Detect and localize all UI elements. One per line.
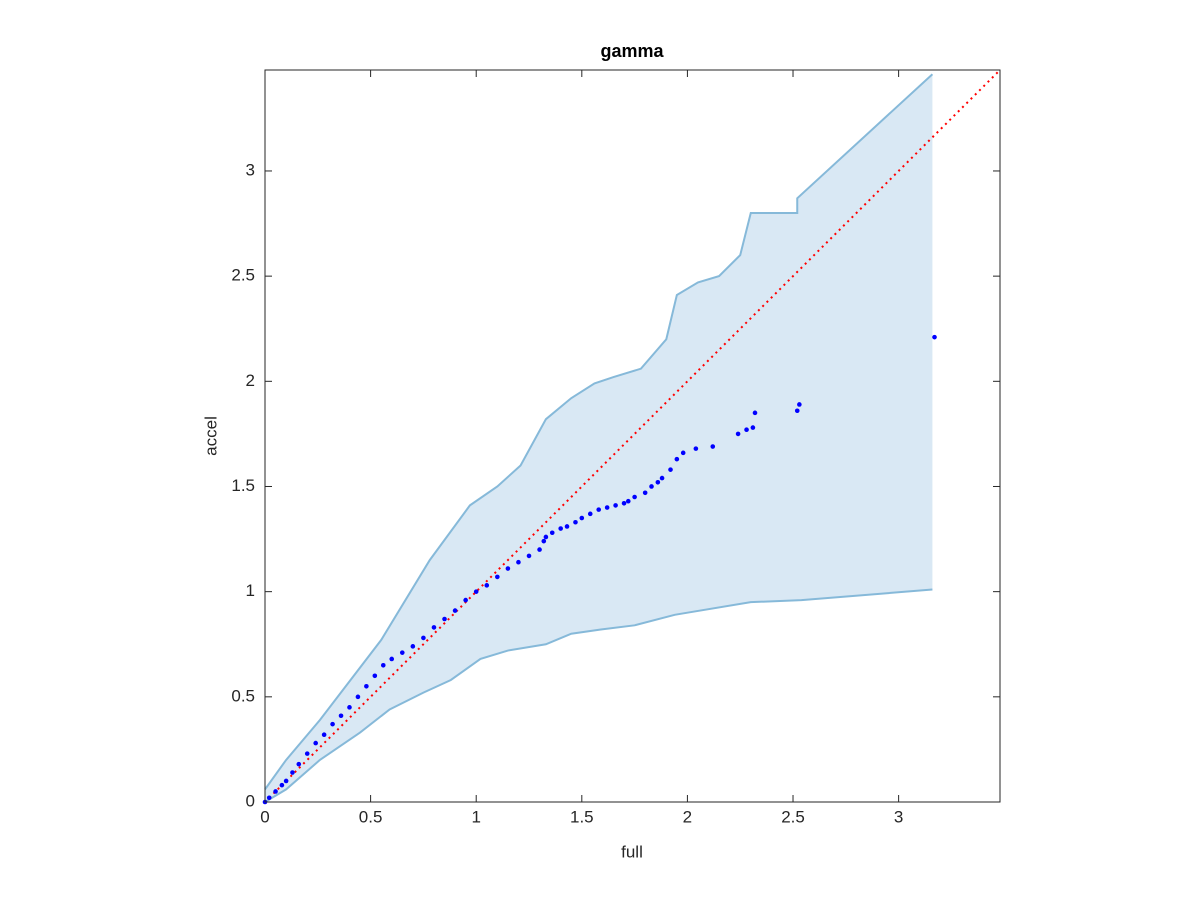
data-point — [431, 625, 437, 630]
data-point — [632, 494, 637, 500]
data-point — [463, 597, 468, 603]
axes-box — [264, 69, 1001, 803]
data-point — [321, 732, 327, 737]
data-point — [558, 526, 563, 531]
x-tick-label: 0.5 — [359, 807, 383, 826]
data-point — [330, 721, 335, 727]
data-point — [537, 547, 542, 552]
data-point — [304, 751, 310, 756]
data-point — [526, 553, 532, 559]
confidence-band — [265, 74, 933, 802]
x-tick-label: 2.5 — [781, 807, 805, 826]
y-tick-label: 0.5 — [231, 686, 255, 705]
y-tick-label: 3 — [246, 160, 255, 179]
data-point — [279, 782, 285, 788]
data-point — [495, 574, 500, 580]
data-point — [674, 456, 680, 462]
y-tick-label: 1.5 — [231, 476, 255, 495]
y-tick-label: 2.5 — [231, 266, 255, 285]
data-point — [421, 635, 426, 641]
data-point — [505, 566, 511, 571]
data-point — [735, 431, 741, 437]
data-point — [549, 530, 555, 536]
band-edge — [264, 73, 934, 790]
data-point — [655, 479, 661, 485]
data-point — [579, 515, 585, 521]
y-axis-label: accel — [201, 416, 220, 456]
data-point — [642, 490, 648, 496]
data-point — [347, 705, 352, 710]
data-point — [380, 662, 386, 668]
data-point — [573, 519, 578, 525]
data-point — [516, 559, 521, 565]
data-point — [389, 656, 395, 662]
data-point — [693, 446, 699, 451]
data-point — [596, 507, 602, 512]
x-tick-label: 1.5 — [570, 807, 594, 826]
data-point — [649, 484, 654, 489]
x-tick-label: 0 — [260, 807, 269, 826]
data-point — [543, 534, 549, 540]
y-tick-label: 2 — [246, 371, 255, 390]
data-point — [442, 616, 447, 622]
data-point — [266, 795, 272, 801]
data-point — [744, 427, 749, 432]
x-axis-label: full — [621, 842, 643, 861]
data-point — [484, 583, 490, 588]
data-point — [621, 501, 627, 506]
data-point — [338, 713, 344, 719]
data-point — [355, 694, 361, 700]
data-point — [668, 467, 673, 472]
data-point — [680, 450, 686, 456]
data-point — [364, 684, 369, 689]
data-point — [273, 789, 278, 794]
data-point — [750, 425, 756, 430]
data-point — [399, 650, 405, 655]
data-point — [797, 402, 802, 407]
data-point — [452, 608, 458, 613]
reference-line — [264, 69, 1001, 803]
data-point — [625, 498, 631, 504]
band-edge — [264, 588, 933, 803]
data-point — [541, 538, 547, 544]
data-point — [587, 511, 593, 517]
data-point — [710, 444, 716, 449]
data-point — [659, 475, 665, 481]
data-point — [613, 503, 618, 508]
data-point — [932, 334, 937, 340]
data-point — [794, 408, 800, 414]
data-point — [290, 770, 295, 775]
data-point — [752, 410, 758, 416]
chart-title: gamma — [600, 41, 664, 61]
x-tick-label: 2 — [683, 807, 692, 826]
data-point — [283, 778, 289, 784]
data-point — [604, 505, 610, 510]
data-point — [296, 761, 302, 767]
data-point — [372, 673, 378, 679]
x-tick-label: 3 — [894, 807, 903, 826]
data-point — [313, 740, 318, 746]
y-tick-label: 1 — [246, 581, 255, 600]
data-point — [410, 644, 416, 649]
x-tick-label: 1 — [471, 807, 480, 826]
data-point — [564, 524, 570, 529]
y-tick-label: 0 — [246, 791, 255, 810]
data-point — [473, 589, 479, 594]
